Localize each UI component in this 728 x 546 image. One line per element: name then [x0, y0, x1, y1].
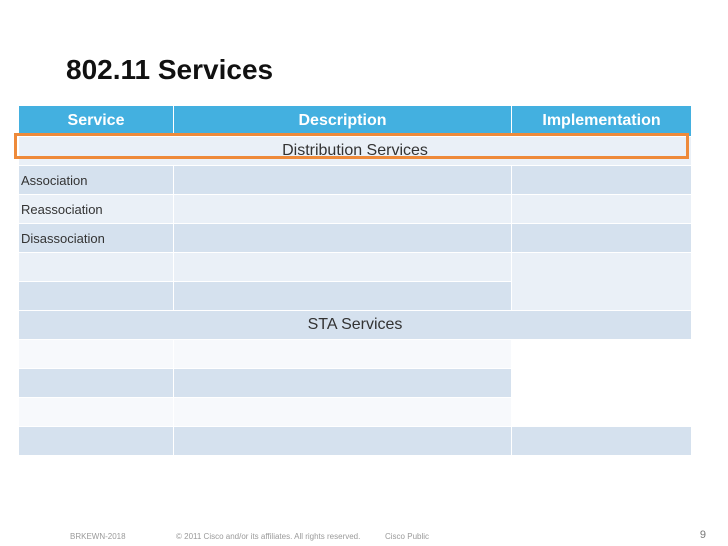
implementation-cell-merged — [511, 339, 692, 427]
table-row — [18, 339, 692, 427]
service-cell — [18, 426, 174, 456]
header-implementation: Implementation — [511, 105, 692, 137]
service-cell — [18, 368, 174, 398]
description-cell — [173, 426, 512, 456]
service-cell: Association — [18, 165, 174, 195]
service-cell — [18, 252, 174, 282]
table-header-row: Service Description Implementation — [18, 105, 692, 137]
footer-classification: Cisco Public — [385, 532, 430, 541]
table-row — [18, 252, 692, 311]
table-row — [18, 426, 692, 456]
table-row — [18, 368, 692, 398]
table-row — [18, 397, 692, 427]
implementation-cell — [511, 223, 692, 253]
page-number: 9 — [699, 529, 706, 541]
table-row: Association — [18, 165, 692, 195]
description-cell — [173, 194, 512, 224]
footer-session-code: BRKEWN-2018 — [70, 532, 126, 541]
description-cell — [173, 397, 512, 427]
implementation-cell-merged — [511, 252, 692, 311]
section-row-distribution: Distribution Services — [18, 136, 692, 166]
section-label-distribution: Distribution Services — [18, 136, 692, 166]
implementation-cell — [511, 165, 692, 195]
description-cell — [173, 252, 512, 282]
table-row: Reassociation — [18, 194, 692, 224]
description-cell — [173, 368, 512, 398]
service-cell: Disassociation — [18, 223, 174, 253]
service-cell — [18, 339, 174, 369]
service-cell — [18, 281, 174, 311]
description-cell — [173, 339, 512, 369]
description-cell — [173, 281, 512, 311]
description-cell — [173, 165, 512, 195]
header-service: Service — [18, 105, 174, 137]
table-row: Disassociation — [18, 223, 692, 253]
footer-copyright: © 2011 Cisco and/or its affiliates. All … — [176, 532, 361, 541]
slide-title: 802.11 Services — [66, 54, 274, 85]
description-cell — [173, 223, 512, 253]
header-description: Description — [173, 105, 512, 137]
implementation-cell — [511, 426, 692, 456]
service-cell — [18, 397, 174, 427]
implementation-cell — [511, 194, 692, 224]
service-cell: Reassociation — [18, 194, 174, 224]
section-label-sta: STA Services — [18, 310, 692, 340]
services-table: Service Description Implementation Distr… — [18, 105, 692, 456]
section-row-sta: STA Services — [18, 310, 692, 340]
